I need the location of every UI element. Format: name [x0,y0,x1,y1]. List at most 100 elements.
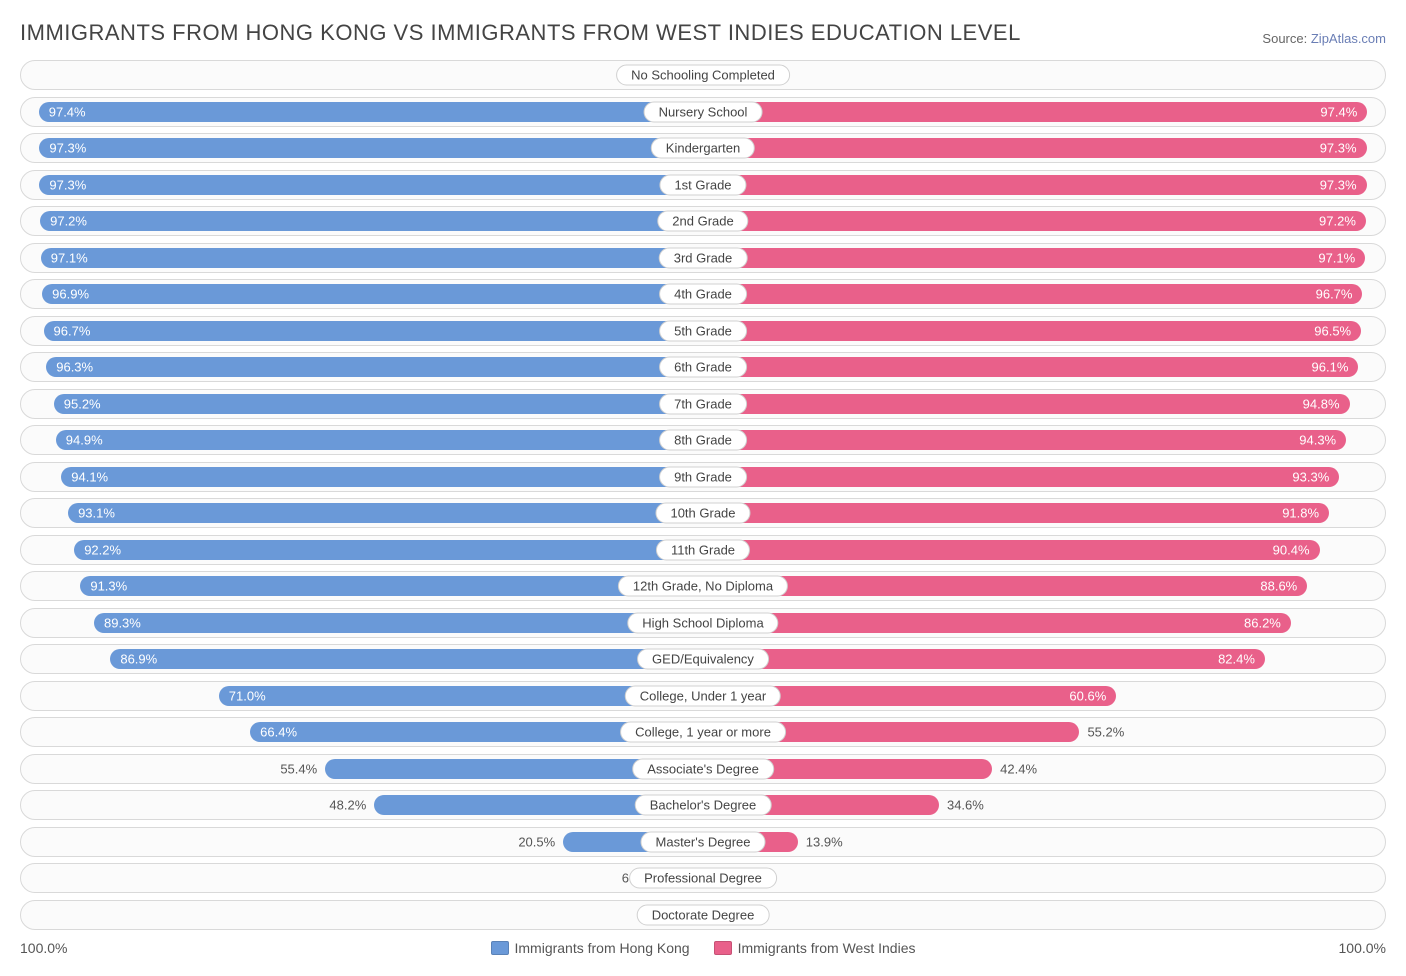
bar-right [703,357,1358,377]
bar-left [56,430,703,450]
chart-row: 71.0% 60.6%College, Under 1 year [20,681,1386,711]
bar-half-right: 34.6% [703,791,1385,819]
chart-row: 2.8%1.5%Doctorate Degree [20,900,1386,930]
bar-half-right: 94.3% [703,426,1385,454]
legend-item-right: Immigrants from West Indies [714,940,916,956]
pct-label-left: 97.1% [51,250,88,265]
chart-row: 89.3%86.2%High School Diploma [20,608,1386,638]
chart-container: IMMIGRANTS FROM HONG KONG VS IMMIGRANTS … [20,20,1386,956]
bar-left [41,248,703,268]
pct-label-left: 48.2% [329,798,366,813]
bar-right [703,540,1320,560]
bar-half-left: 71.0% [21,682,703,710]
bar-half-left: 86.9% [21,645,703,673]
chart-row: 95.2% 94.8% 7th Grade [20,389,1386,419]
bar-right [703,649,1265,669]
chart-header: IMMIGRANTS FROM HONG KONG VS IMMIGRANTS … [20,20,1386,46]
chart-row: 20.5%13.9%Master's Degree [20,827,1386,857]
chart-row: 55.4%42.4%Associate's Degree [20,754,1386,784]
pct-label-left: 96.3% [56,360,93,375]
bar-half-left: 20.5% [21,828,703,856]
bar-half-left: 97.1% [21,244,703,272]
pct-label-left: 71.0% [229,688,266,703]
bar-half-left: 2.7% [21,61,703,89]
bar-right [703,467,1339,487]
bar-half-left: 97.3% [21,134,703,162]
pct-label-left: 97.3% [49,141,86,156]
bar-half-right: 96.5% [703,317,1385,345]
bar-half-right: 96.1% [703,353,1385,381]
legend-swatch-left [491,941,509,955]
axis-max-right: 100.0% [1339,940,1386,956]
category-label: 1st Grade [659,174,746,195]
category-label: Doctorate Degree [637,904,770,925]
pct-label-right: 34.6% [947,798,984,813]
bar-right [703,102,1367,122]
pct-label-left: 95.2% [64,396,101,411]
chart-row: 97.2%97.2%2nd Grade [20,206,1386,236]
bar-half-left: 55.4% [21,755,703,783]
bar-half-left: 97.4% [21,98,703,126]
category-label: Master's Degree [641,831,766,852]
category-label: Bachelor's Degree [635,795,772,816]
pct-label-right: 93.3% [1292,469,1329,484]
pct-label-right: 96.5% [1314,323,1351,338]
bar-half-right: 86.2% [703,609,1385,637]
bar-half-left: 89.3% [21,609,703,637]
category-label: College, Under 1 year [625,685,781,706]
bar-right [703,503,1329,523]
bar-half-right: 90.4% [703,536,1385,564]
category-label: 7th Grade [659,393,747,414]
bar-half-right: 97.3% [703,171,1385,199]
source-link[interactable]: ZipAtlas.com [1311,31,1386,46]
bar-half-right: 82.4% [703,645,1385,673]
bar-half-left: 97.3% [21,171,703,199]
pct-label-right: 55.2% [1087,725,1124,740]
category-label: Kindergarten [651,138,755,159]
bar-half-right: 93.3% [703,463,1385,491]
bar-right [703,248,1365,268]
chart-row: 92.2%90.4%11th Grade [20,535,1386,565]
bar-half-left: 91.3% [21,572,703,600]
bar-left [39,102,703,122]
bar-right [703,576,1307,596]
bar-left [80,576,703,596]
bar-left [61,467,703,487]
bar-left [94,613,703,633]
bar-left [46,357,703,377]
bar-right [703,321,1361,341]
pct-label-left: 93.1% [78,506,115,521]
bar-half-left: 95.2% [21,390,703,418]
bar-right [703,284,1362,304]
bar-left [42,284,703,304]
chart-title: IMMIGRANTS FROM HONG KONG VS IMMIGRANTS … [20,20,1021,46]
pct-label-right: 82.4% [1218,652,1255,667]
bar-half-right: 1.5% [703,901,1385,929]
pct-label-right: 97.3% [1320,177,1357,192]
category-label: 11th Grade [656,539,750,560]
chart-row: 94.1%93.3%9th Grade [20,462,1386,492]
axis-max-left: 100.0% [20,940,67,956]
legend-label-left: Immigrants from Hong Kong [515,940,690,956]
legend-label-right: Immigrants from West Indies [738,940,916,956]
bar-half-right: 2.7% [703,61,1385,89]
bar-half-right: 97.1% [703,244,1385,272]
bar-right [703,394,1350,414]
pct-label-left: 96.7% [54,323,91,338]
bar-half-right: 97.3% [703,134,1385,162]
pct-label-left: 97.2% [50,214,87,229]
pct-label-left: 55.4% [280,761,317,776]
bar-half-left: 93.1% [21,499,703,527]
bar-right [703,430,1346,450]
bar-left [74,540,703,560]
pct-label-left: 94.9% [66,433,103,448]
bar-half-right: 42.4% [703,755,1385,783]
bar-right [703,175,1367,195]
chart-row: 97.4%97.4%Nursery School [20,97,1386,127]
pct-label-right: 94.8% [1303,396,1340,411]
bar-half-right: 60.6% [703,682,1385,710]
pct-label-right: 97.2% [1319,214,1356,229]
chart-row: 97.3% 97.3% 1st Grade [20,170,1386,200]
category-label: Professional Degree [629,868,777,889]
pct-label-left: 97.3% [49,177,86,192]
